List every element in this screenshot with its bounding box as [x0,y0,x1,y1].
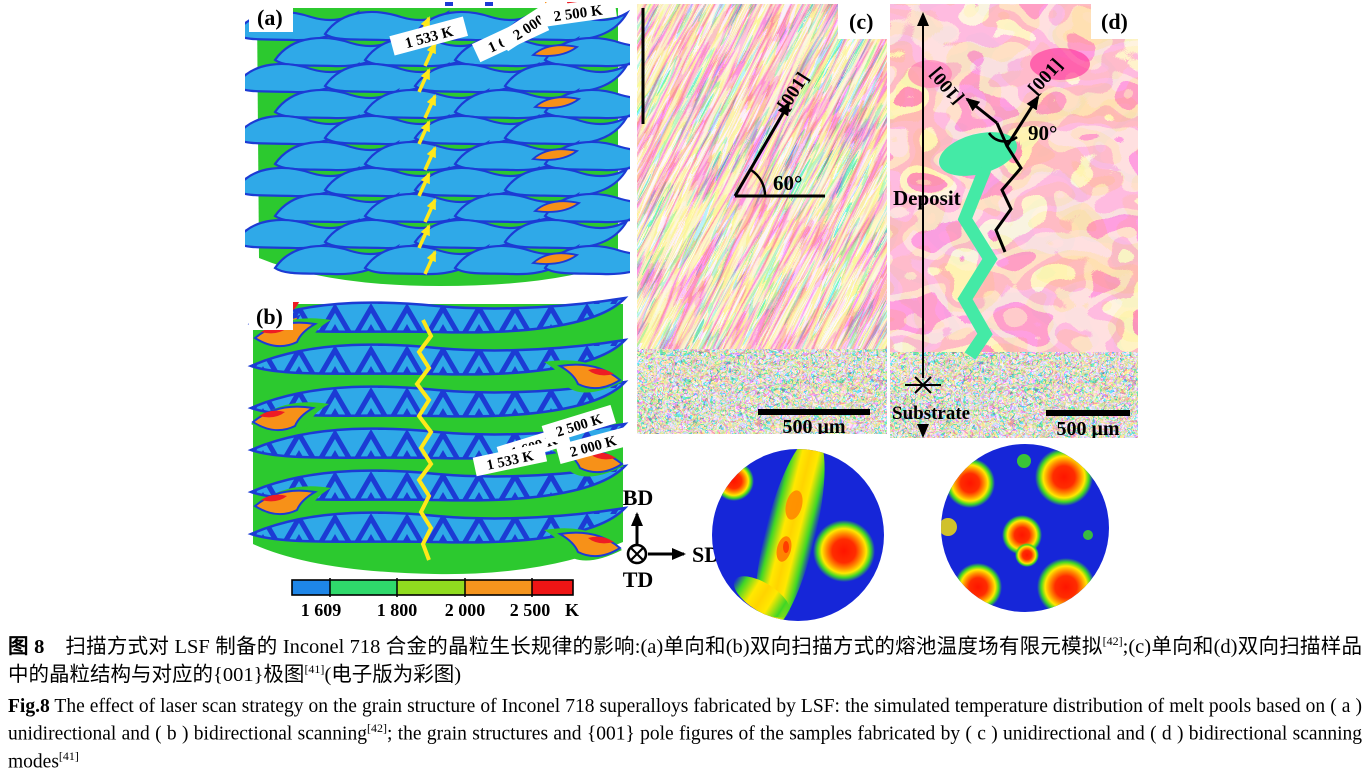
scale-bar: 500 μm [1046,410,1130,438]
colorbar-tick-label: 1 609 [301,600,342,620]
green-grain-zigzag [957,166,998,360]
colorbar-segment [330,580,397,595]
panel-a-label-bg [249,2,293,32]
colorbar-segment [397,580,465,595]
panel-c-label-bg [838,4,887,39]
colorbar-ticks [329,578,533,597]
substrate-fine-grains [637,349,887,434]
svg-text:500 μm: 500 μm [1057,418,1120,438]
caption-zh-text: (电子版为彩图) [324,664,462,687]
caption-en-text: The effect of laser scan strategy on the… [8,695,1362,745]
scan-direction-arrows [417,16,437,275]
temp-label: 2 500 K [538,0,617,28]
colorbar-frame [291,579,574,596]
panel-d-label: (d) [1101,9,1128,34]
td-axis-label: TD [623,567,654,592]
temperature-colorbar: 1 609 1 800 2 000 2 500 K [291,578,579,620]
angle-label: 90° [1028,121,1057,145]
caption-en: Fig.8 The effect of laser scan strategy … [8,693,1362,776]
colorbar-segment [465,580,532,595]
colorbar-segment [532,580,573,595]
scan-path-zigzag [414,319,434,561]
ebsd-panel-c: 60° [001] (c) 500 μm [637,4,887,434]
panel-c-label: (c) [849,9,873,34]
pole-figure-intensity [714,449,875,621]
melt-pool-panel-a: (a) 1 533 K 1 609 K 2 000 K 2 500 K [245,0,630,286]
panel-d-label-bg [1091,4,1138,39]
figure-caption: 图 8 扫描方式对 LSF 制备的 Inconel 718 合金的晶粒生长规律的… [8,633,1362,778]
svg-text:500 μm: 500 μm [783,416,846,434]
caption-zh-ref: [41] [304,662,325,677]
caption-zh: 图 8 扫描方式对 LSF 制备的 Inconel 718 合金的晶粒生长规律的… [8,633,1362,690]
deposit-label: Deposit [893,186,961,210]
colorbar-segment [292,580,330,595]
pole-figure-bidirectional [941,444,1109,612]
scale-bar: 500 μm [758,409,870,434]
panel-b-label-bg [249,300,293,330]
green-grain-band [939,132,1017,176]
caption-zh-text: ;(c)单向和(d)双向扫描样品中的晶粒结构与对应的{001}极图 [8,636,1362,687]
ebsd-texture-columnar [637,4,887,434]
pole-figure-unidirectional [712,449,884,621]
caption-zh-text: 扫描方式对 LSF 制备的 Inconel 718 合金的晶粒生长规律的影响:(… [44,636,1103,658]
svg-text:2 500 K: 2 500 K [553,3,604,26]
caption-en-ref: [42] [366,720,387,735]
melt-pool-panel-b: (b) 1 609 K 2 500 K 2 000 K 1 533 K [249,296,630,575]
caption-zh-ref: [42] [1102,634,1123,649]
colorbar-tick-label: 1 800 [377,600,418,620]
sample-coordinate-axes: BD SD TD [623,485,720,592]
colorbar-tick-label: 2 500 [510,600,551,620]
ebsd-panel-d: Deposit Substrate 90° [100] [001] (d) 50… [890,4,1138,438]
deposit-direction-annotation: Deposit Substrate [892,12,970,438]
melt-pool-rows [245,10,630,276]
panel-a-label: (a) [257,5,283,30]
angle-label: 60° [773,171,802,195]
panel-b-label: (b) [256,304,283,329]
caption-en-text: ; the grain structures and {001} pole fi… [8,723,1362,773]
caption-en-ref: [41] [58,748,79,763]
colorbar-tick-label: 2 000 [445,600,486,620]
bd-axis-label: BD [623,485,654,510]
ebsd-texture-blobby [890,4,1138,438]
caption-en-fig-number: Fig.8 [8,695,50,717]
caption-zh-fig-number: 图 8 [8,636,45,658]
substrate-label: Substrate [892,403,970,424]
colorbar-unit: K [565,600,579,620]
substrate-fine-grains [890,352,1138,438]
